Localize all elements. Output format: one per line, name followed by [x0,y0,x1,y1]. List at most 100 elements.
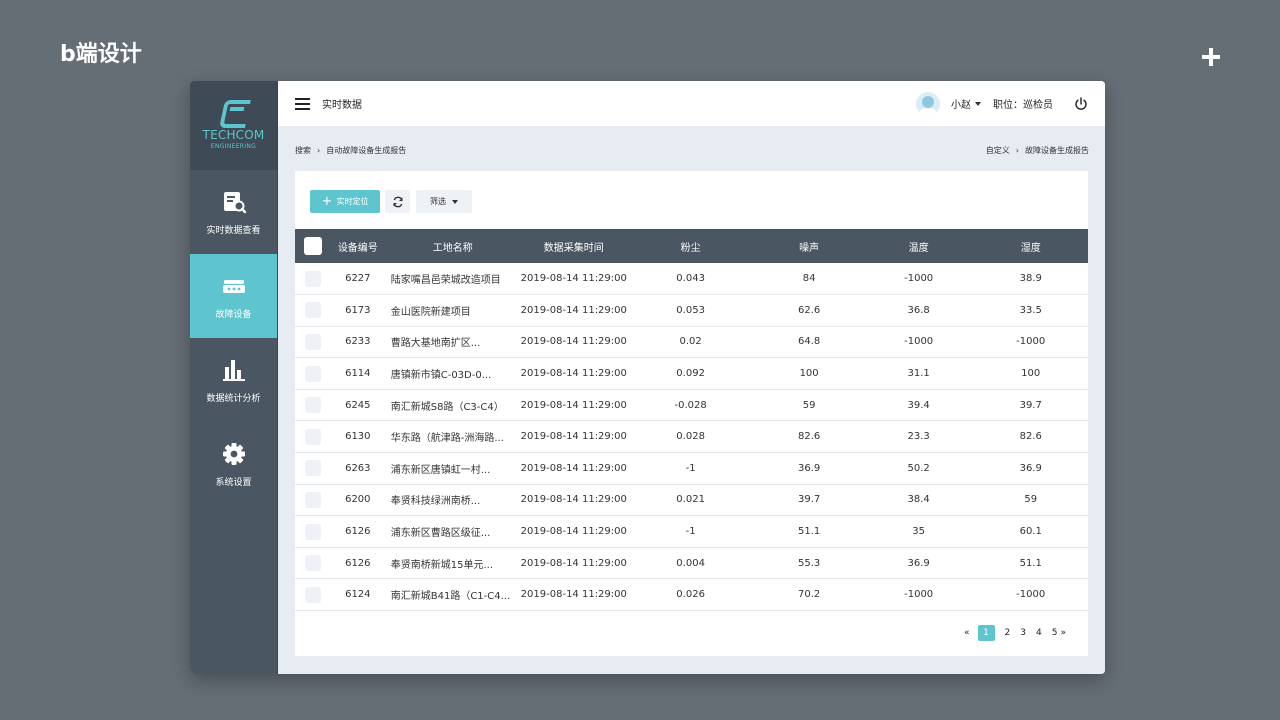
power-icon[interactable] [1074,96,1088,111]
sidebar-item-fault-device[interactable]: 故障设备 [190,254,277,338]
table-cell: 6124 [345,589,371,601]
table-cell: 奉贤南桥新城15单元... [390,559,493,571]
page-button[interactable]: 4 [1036,628,1042,638]
table-row[interactable]: 6200 奉贤科技绿洲南桥... 2019-08-14 11:29:00 0.021 3… [295,484,1088,516]
table-cell: 6126 [345,557,371,569]
row-checkbox[interactable] [304,270,321,287]
table-row[interactable]: 6263 浦东新区唐镇虹一村... 2019-08-14 11:29:00 -1 36.… [295,453,1088,485]
table-row[interactable]: 6126 浦东新区曹路区级征... 2019-08-14 11:29:00 -1 51.… [295,516,1088,548]
chevron-down-icon[interactable] [975,101,981,106]
table-cell: 51.1 [1019,557,1042,569]
table-cell: -1 [685,526,696,538]
column-header[interactable]: 设备编号 [337,242,378,254]
table-cell: -1000 [1016,589,1046,601]
row-checkbox[interactable] [304,365,321,382]
row-checkbox[interactable] [304,333,321,350]
table-cell: 6173 [345,304,371,316]
table-cell: 6114 [345,368,371,380]
row-checkbox[interactable] [304,523,321,540]
table-cell: 2019-08-14 11:29:00 [520,494,627,506]
sidebar-item-label: 故障设备 [215,309,252,320]
table-cell: 南汇新城B41路（C1-C4... [390,591,511,603]
bar-chart-icon [222,359,245,381]
row-checkbox[interactable] [304,428,321,445]
filter-dropdown[interactable]: 筛选 [416,190,472,213]
table-cell: 唐镇新市镇C-03D-0... [390,370,492,382]
sidebar-item-label: 系统设置 [215,477,252,488]
page-button-current[interactable]: 1 [977,625,995,641]
table-row[interactable]: 6114 唐镇新市镇C-03D-0... 2019-08-14 11:29:00 0.… [295,358,1088,390]
select-all-checkbox[interactable] [303,237,322,255]
table-cell: 36.8 [907,304,930,316]
table-cell: 36.9 [907,557,930,569]
table-cell: 浦东新区唐镇虹一村... [390,464,491,476]
table-row[interactable]: 6245 南汇新城S8路（C3-C4） 2019-08-14 11:29:00 -0.… [295,389,1088,421]
table-row[interactable]: 6173 金山医院新建项目 2019-08-14 11:29:00 0.053 62.6… [295,295,1088,327]
column-header[interactable]: 粉尘 [680,242,701,254]
table-cell: 奉贤科技绿洲南桥... [390,496,481,508]
row-checkbox[interactable] [304,586,321,603]
sidebar-item-realtime-data[interactable]: 实时数据查看 [190,170,277,254]
table-row[interactable]: 6124 南汇新城B41路（C1-C4... 2019-08-14 11:29:00… [295,579,1088,611]
filter-label: 筛选 [430,197,446,206]
table-cell: -1000 [904,589,934,601]
column-header[interactable]: 工地名称 [432,242,473,254]
column-header[interactable]: 数据采集时间 [543,242,604,254]
brand-name: TECHCOM [202,128,265,142]
prev-page-button[interactable]: « [964,628,970,638]
column-header[interactable]: 湿度 [1020,242,1041,254]
avatar[interactable] [916,91,940,116]
user-role: 职位：巡检员 [993,100,1053,111]
table-cell: 38.9 [1019,273,1042,285]
table-cell: 82.6 [1019,431,1042,443]
table-cell: -1000 [904,273,934,285]
breadcrumb-item-search[interactable]: 搜索 [295,146,311,155]
table-cell: 62.6 [797,304,821,316]
logo: TECHCOM ENGINEERING [190,81,277,170]
row-checkbox[interactable] [304,460,321,477]
refresh-button[interactable] [385,190,410,213]
page-button[interactable]: 2 [1004,628,1011,638]
next-page-button[interactable]: » [1060,628,1066,638]
table-cell: 35 [912,526,926,538]
hamburger-menu-icon[interactable] [295,97,310,110]
table-cell: 39.4 [907,399,930,411]
table-cell: 31.1 [907,368,930,380]
table-cell: 0.004 [676,557,705,569]
table-cell: 金山医院新建项目 [390,306,471,318]
gear-icon [222,442,245,465]
table-cell: 55.3 [797,557,821,569]
user-area: 小赵 职位：巡检员 [916,91,1088,116]
table-row[interactable]: 6126 奉贤南桥新城15单元... 2019-08-14 11:29:00 0.00… [295,547,1088,579]
plus-icon: + [321,194,333,209]
sidebar-item-settings[interactable]: 系统设置 [190,422,277,506]
page-button[interactable]: 3 [1020,628,1027,638]
plus-icon[interactable] [1200,46,1222,68]
row-checkbox[interactable] [304,555,321,572]
sidebar-item-statistics[interactable]: 数据统计分析 [190,338,277,422]
page-button[interactable]: 5 [1051,628,1058,638]
column-header[interactable]: 温度 [908,242,929,254]
table-cell: 2019-08-14 11:29:00 [520,557,627,569]
sidebar-item-label: 数据统计分析 [206,393,261,404]
sidebar: TECHCOM ENGINEERING 实时数据查看 故障设备 [190,81,278,674]
table-row[interactable]: 6130 华东路（航津路-洲海路... 2019-08-14 11:29:00 0.0… [295,421,1088,453]
row-checkbox[interactable] [304,397,321,414]
table-row[interactable]: 6227 陆家嘴昌邑荣城改造项目 2019-08-14 11:29:00 0.043 8… [295,263,1088,295]
table-cell: 2019-08-14 11:29:00 [520,399,627,411]
column-header[interactable]: 噪声 [799,242,820,254]
table-cell: 39.7 [1019,399,1042,411]
app-window: TECHCOM ENGINEERING 实时数据查看 故障设备 [190,81,1105,674]
user-name[interactable]: 小赵 [951,100,971,111]
brand-subtitle: ENGINEERING [210,143,257,150]
breadcrumb-item-custom[interactable]: 自定义 [985,146,1010,155]
row-checkbox[interactable] [304,302,321,319]
row-checkbox[interactable] [304,491,321,508]
table-row[interactable]: 6233 曹路大基地南扩区... 2019-08-14 11:29:00 0.02 64… [295,326,1088,358]
data-table: 设备编号 工地名称 数据采集时间 粉尘 噪声 温度 湿度 6227 陆家嘴昌邑荣城… [295,229,1088,611]
locate-button[interactable]: + 实时定位 [310,190,380,213]
logo-mark-icon [220,97,248,125]
table-cell: 曹路大基地南扩区... [390,338,481,350]
table-cell: -1 [685,462,696,474]
table-cell: 33.5 [1019,304,1042,316]
